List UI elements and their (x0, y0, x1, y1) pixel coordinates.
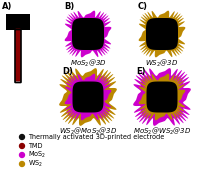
Polygon shape (133, 68, 191, 126)
Text: E): E) (136, 67, 145, 76)
Text: D): D) (62, 67, 73, 76)
Text: C): C) (138, 2, 148, 11)
Bar (6, 14, 30, 30)
Polygon shape (73, 81, 103, 112)
Text: WS$_2$@MoS$_2$@3D: WS$_2$@MoS$_2$@3D (59, 126, 117, 137)
Text: WS$_2$: WS$_2$ (28, 159, 43, 169)
Text: B): B) (64, 2, 74, 11)
Text: MoS$_2$: MoS$_2$ (28, 150, 46, 160)
Text: MoS$_2$@WS$_2$@3D: MoS$_2$@WS$_2$@3D (133, 126, 191, 137)
Polygon shape (139, 74, 185, 120)
Circle shape (20, 153, 24, 157)
Text: MoS$_2$@3D: MoS$_2$@3D (70, 58, 106, 69)
Text: TMD: TMD (28, 143, 42, 149)
Polygon shape (59, 68, 117, 126)
Text: A): A) (2, 2, 12, 11)
Text: Thermally activated 3D-printed electrode: Thermally activated 3D-printed electrode (28, 134, 164, 140)
Text: WS$_2$@3D: WS$_2$@3D (145, 58, 179, 69)
Polygon shape (146, 81, 177, 112)
Polygon shape (72, 18, 104, 50)
Circle shape (20, 162, 24, 167)
Polygon shape (139, 11, 185, 57)
Circle shape (20, 143, 24, 149)
Circle shape (20, 135, 24, 139)
Polygon shape (146, 18, 178, 50)
Polygon shape (65, 11, 111, 57)
FancyBboxPatch shape (15, 29, 21, 81)
Polygon shape (65, 74, 111, 120)
